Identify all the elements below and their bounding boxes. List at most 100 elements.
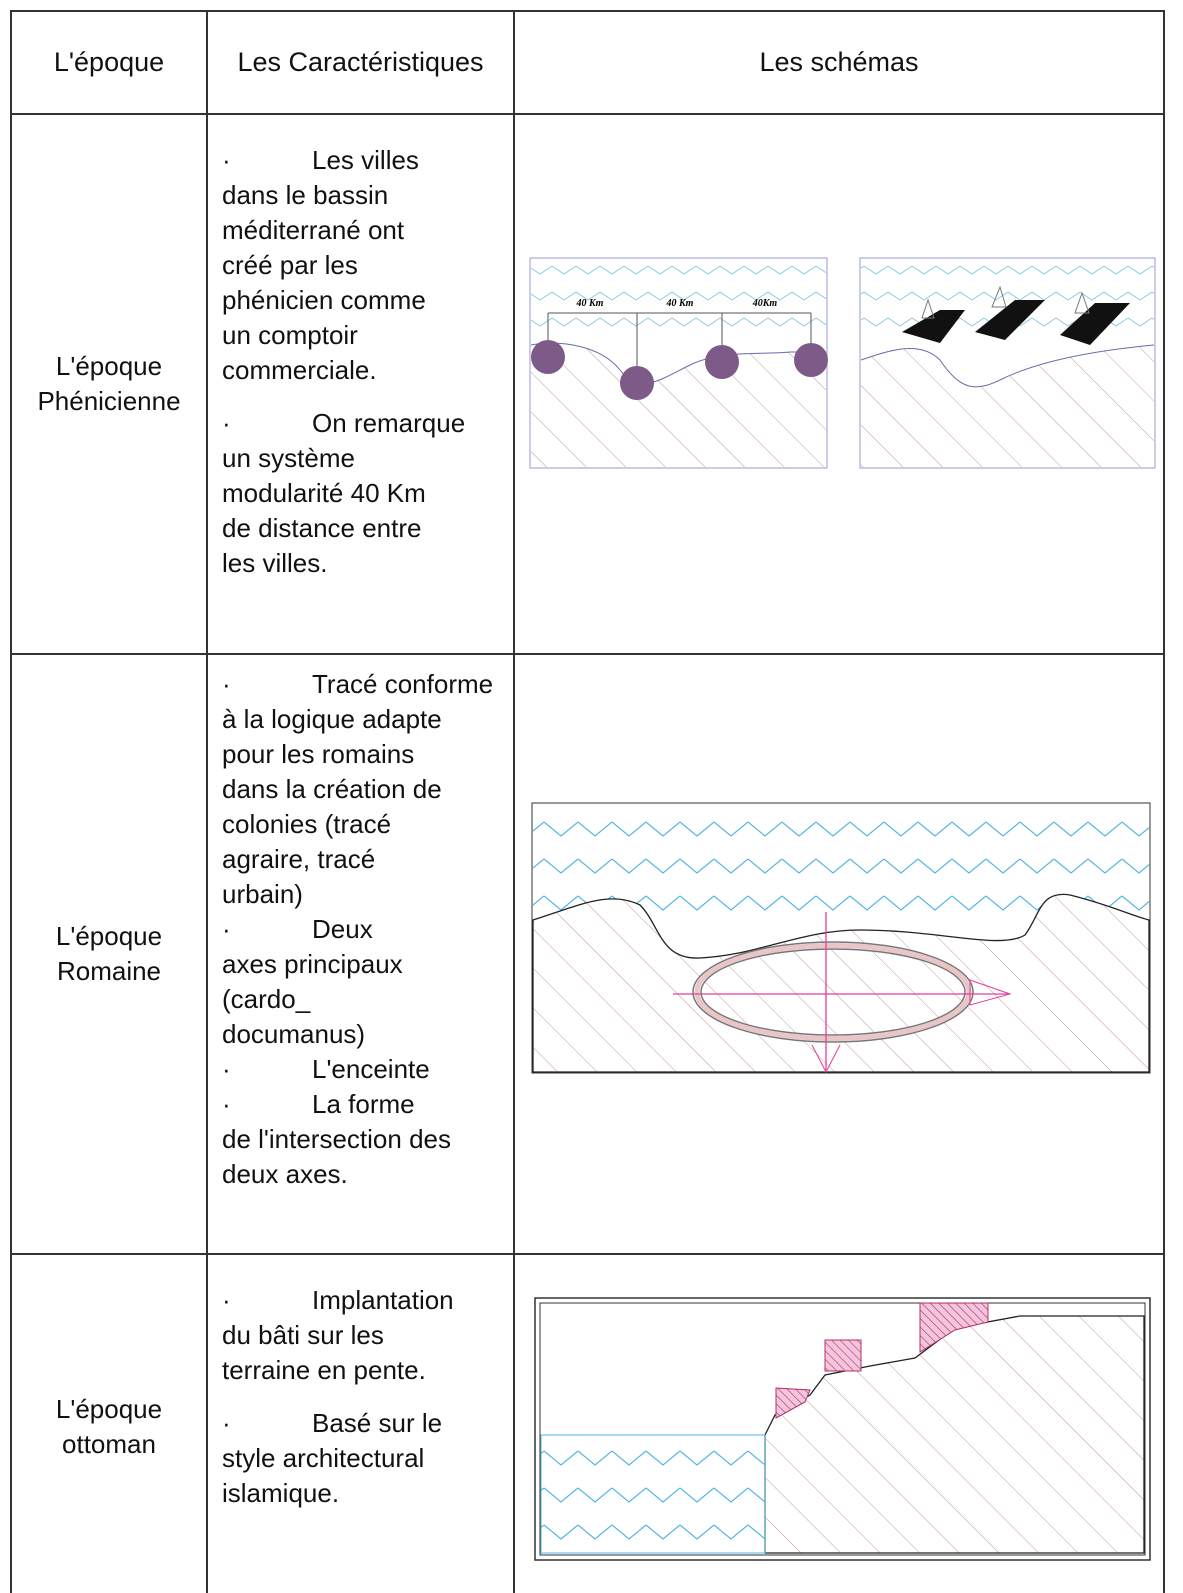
text-line: · Basé sur le bbox=[222, 1406, 505, 1441]
schema-cell bbox=[515, 655, 1165, 1255]
bullet: · bbox=[222, 1408, 231, 1438]
text: La forme bbox=[312, 1089, 415, 1119]
schema-roman bbox=[531, 802, 1151, 1074]
text: L'enceinte bbox=[312, 1054, 430, 1084]
text-line: deux axes. bbox=[222, 1157, 505, 1192]
text: terraine en pente. bbox=[222, 1355, 426, 1385]
text: de distance entre bbox=[222, 513, 422, 543]
text: agraire, tracé bbox=[222, 844, 376, 874]
characteristics-cell: · Tracé conforme à la logique adapte pour l… bbox=[208, 655, 515, 1255]
text: commerciale. bbox=[222, 355, 377, 385]
characteristic-item: · La forme de l'intersection des deux axes. bbox=[222, 1087, 505, 1192]
text-line: urbain) bbox=[222, 877, 505, 912]
text: documanus) bbox=[222, 1019, 366, 1049]
epoch-cell: L'époque ottoman bbox=[10, 1255, 208, 1593]
text-line: commerciale. bbox=[222, 353, 505, 388]
text-line: de distance entre bbox=[222, 511, 505, 546]
text: à la logique adapte bbox=[222, 704, 442, 734]
text-line: (cardo_ bbox=[222, 982, 505, 1017]
text: dans la création de bbox=[222, 774, 442, 804]
text-line: · Implantation bbox=[222, 1283, 505, 1318]
distance-label: 40 Km bbox=[666, 298, 694, 309]
bullet: · bbox=[222, 669, 231, 699]
text: pour les romains bbox=[222, 739, 415, 769]
text-line: · On remarque bbox=[222, 406, 505, 441]
text: style architectural bbox=[222, 1443, 425, 1473]
text-line: · Deux bbox=[222, 912, 505, 947]
text-line: islamique. bbox=[222, 1476, 505, 1511]
text: dans le bassin bbox=[222, 180, 389, 210]
epoch-cell: L'époque Phénicienne bbox=[10, 115, 208, 655]
text-line: du bâti sur les bbox=[222, 1318, 505, 1353]
text-line: · Tracé conforme bbox=[222, 667, 505, 702]
characteristic-item: · Les villes dans le bassin méditerrané ont… bbox=[222, 143, 505, 388]
text: Implantation bbox=[312, 1285, 454, 1315]
bullet: · bbox=[222, 1089, 231, 1119]
text: un comptoir bbox=[222, 320, 358, 350]
text: Tracé conforme bbox=[312, 669, 494, 699]
characteristic-item: · L'enceinte bbox=[222, 1052, 505, 1087]
characteristic-item: · Tracé conforme à la logique adapte pour l… bbox=[222, 667, 505, 912]
header-cell: L'époque bbox=[10, 10, 208, 115]
text-line: documanus) bbox=[222, 1017, 505, 1052]
text-line: pour les romains bbox=[222, 737, 505, 772]
text: Basé sur le bbox=[312, 1408, 443, 1438]
text-line: phénicien comme bbox=[222, 283, 505, 318]
header-cell: Les schémas bbox=[515, 10, 1165, 115]
text: axes principaux bbox=[222, 949, 403, 979]
text: deux axes. bbox=[222, 1159, 348, 1189]
text-line: à la logique adapte bbox=[222, 702, 505, 737]
text-line: · Les villes bbox=[222, 143, 505, 178]
text: modularité 40 Km bbox=[222, 478, 426, 508]
bullet: · bbox=[222, 408, 231, 438]
text: On remarque bbox=[312, 408, 466, 438]
bullet: · bbox=[222, 1054, 231, 1084]
text-line: dans le bassin bbox=[222, 178, 505, 213]
bullet: · bbox=[222, 1285, 231, 1315]
text: un système bbox=[222, 443, 355, 473]
text-line: de l'intersection des bbox=[222, 1122, 505, 1157]
schema-phoenician-2 bbox=[859, 257, 1156, 469]
text: les villes. bbox=[222, 548, 328, 578]
text: phénicien comme bbox=[222, 285, 426, 315]
text: islamique. bbox=[222, 1478, 340, 1508]
text-line: · L'enceinte bbox=[222, 1052, 505, 1087]
text-line: modularité 40 Km bbox=[222, 476, 505, 511]
bullet: · bbox=[222, 145, 231, 175]
text: colonies (tracé bbox=[222, 809, 392, 839]
text-line: un comptoir bbox=[222, 318, 505, 353]
characteristic-item: · Basé sur le style architectural islamique… bbox=[222, 1406, 505, 1511]
text-line: créé par les bbox=[222, 248, 505, 283]
text-line: méditerrané ont bbox=[222, 213, 505, 248]
text: urbain) bbox=[222, 879, 303, 909]
distance-label: 40 Km bbox=[576, 298, 604, 309]
text-line: axes principaux bbox=[222, 947, 505, 982]
text: Deux bbox=[312, 914, 373, 944]
text-line: dans la création de bbox=[222, 772, 505, 807]
schema-ottoman bbox=[534, 1297, 1151, 1561]
header-cell: Les Caractéristiques bbox=[208, 10, 515, 115]
text: créé par les bbox=[222, 250, 358, 280]
text: de l'intersection des bbox=[222, 1124, 451, 1154]
text-line: les villes. bbox=[222, 546, 505, 581]
text-line: · La forme bbox=[222, 1087, 505, 1122]
text: du bâti sur les bbox=[222, 1320, 384, 1350]
distance-label: 40Km bbox=[752, 298, 778, 309]
characteristic-item: · Deux axes principaux (cardo_ documanus) bbox=[222, 912, 505, 1052]
text: méditerrané ont bbox=[222, 215, 405, 245]
schema-cell bbox=[515, 115, 1165, 655]
text-line: un système bbox=[222, 441, 505, 476]
bullet: · bbox=[222, 914, 231, 944]
schema-cell bbox=[515, 1255, 1165, 1593]
text-line: agraire, tracé bbox=[222, 842, 505, 877]
text: (cardo_ bbox=[222, 984, 311, 1014]
characteristics-cell: · Les villes dans le bassin méditerrané ont… bbox=[208, 115, 515, 655]
text-line: style architectural bbox=[222, 1441, 505, 1476]
epoch-cell: L'époque Romaine bbox=[10, 655, 208, 1255]
schema-phoenician-1: 40 Km 40 Km 40Km bbox=[529, 257, 828, 469]
text: Les villes bbox=[312, 145, 419, 175]
characteristic-item: · On remarque un système modularité 40 Km de… bbox=[222, 406, 505, 581]
characteristic-item: · Implantation du bâti sur les terraine en … bbox=[222, 1283, 505, 1388]
